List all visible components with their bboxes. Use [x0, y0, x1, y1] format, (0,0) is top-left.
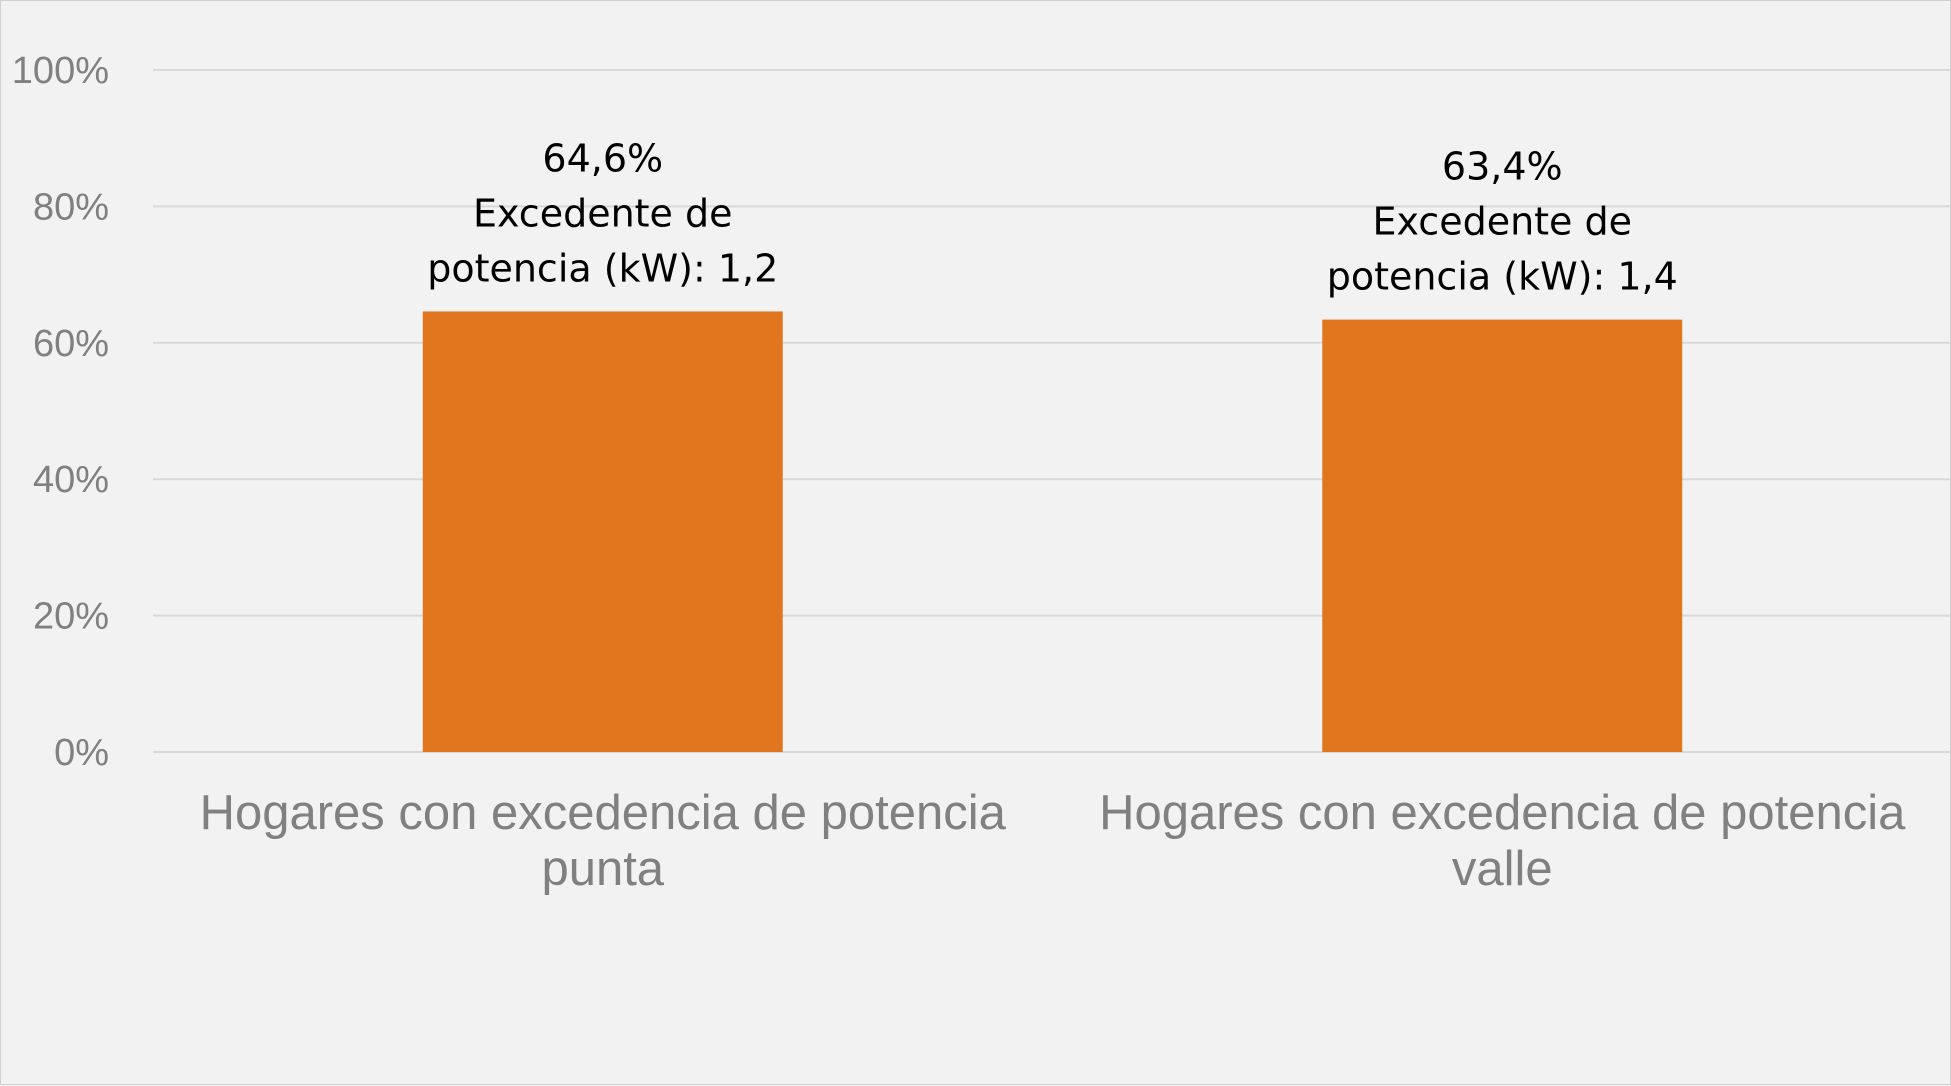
y-tick-label: 20%	[33, 596, 109, 638]
y-tick-label: 100%	[12, 50, 109, 92]
data-label: 63,4%	[1442, 145, 1563, 189]
x-tick-label: Hogares con excedencia de potencia	[1099, 786, 1906, 840]
x-tick-label: Hogares con excedencia de potencia	[200, 786, 1007, 840]
data-label: 64,6%	[542, 136, 663, 180]
y-tick-label: 60%	[33, 323, 109, 365]
bar	[422, 311, 783, 752]
data-label: Excedente de	[1372, 200, 1632, 244]
y-tick-label: 0%	[54, 732, 109, 774]
x-tick-label: valle	[1452, 842, 1553, 896]
y-tick-label: 40%	[33, 459, 109, 501]
data-label: Excedente de	[473, 191, 733, 235]
y-tick-label: 80%	[33, 186, 109, 228]
bar	[1322, 319, 1683, 752]
data-label: potencia (kW): 1,2	[427, 246, 778, 290]
data-label: potencia (kW): 1,4	[1327, 255, 1678, 299]
x-tick-label: punta	[541, 842, 664, 896]
